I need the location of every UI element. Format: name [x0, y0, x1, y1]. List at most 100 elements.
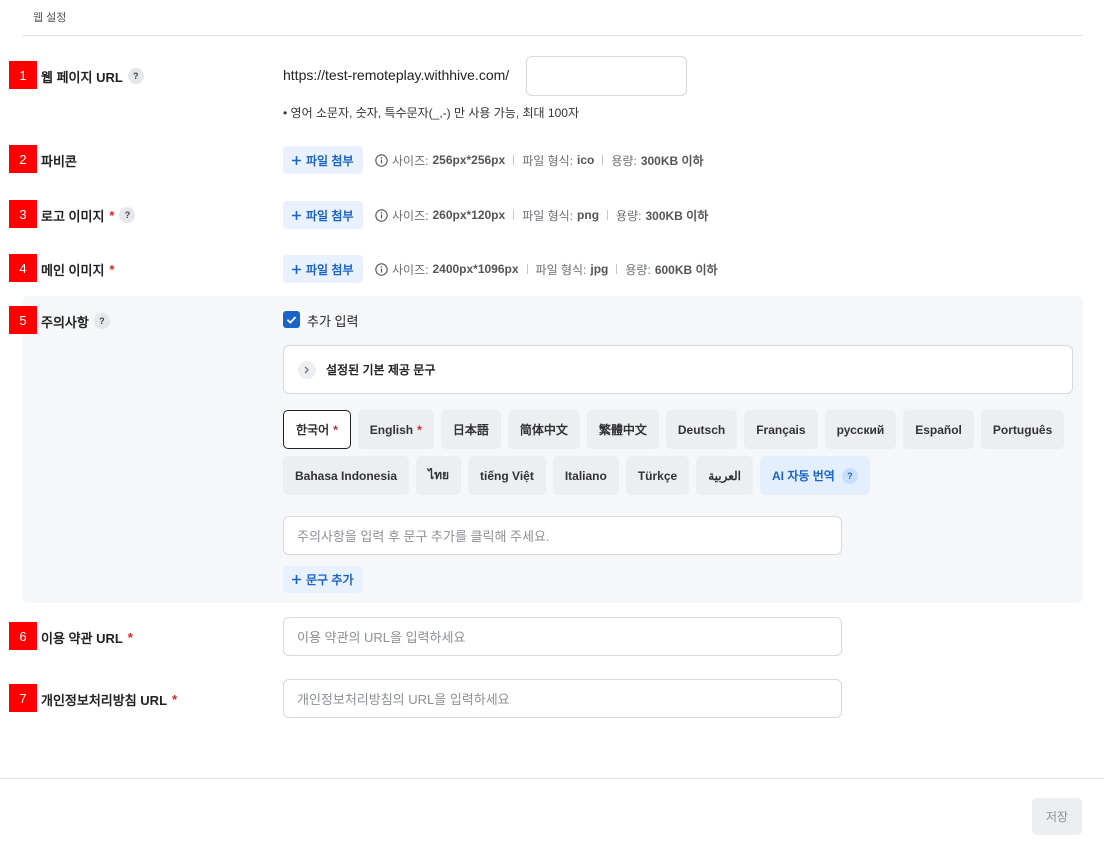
row-number: 2: [9, 145, 37, 173]
plus-icon: [292, 575, 301, 584]
button-text: 파일 첨부: [306, 262, 354, 277]
tab-label: Deutsch: [677, 422, 726, 437]
tab-label: العربية: [708, 468, 741, 483]
notice-input[interactable]: 주의사항을 입력 후 문구 추가를 클릭해 주세요.: [283, 516, 842, 555]
label-text: 주의사항: [41, 314, 89, 330]
language-tab[interactable]: Deutsch: [665, 410, 738, 449]
field-label: 주의사항?: [41, 307, 110, 335]
info-label: 용량:: [616, 208, 642, 223]
language-tab[interactable]: Bahasa Indonesia: [283, 456, 410, 495]
check-mark: [286, 316, 297, 324]
language-tab[interactable]: 日本語: [440, 410, 501, 449]
help-icon[interactable]: ?: [93, 313, 110, 329]
collapse-label: 설정된 기본 제공 문구: [326, 363, 436, 377]
info-icon: [375, 208, 388, 222]
ai-translate-tab[interactable]: AI 자동 번역?: [760, 456, 870, 495]
info-value: 256px*256px: [432, 153, 506, 167]
language-tab[interactable]: Français: [744, 410, 818, 449]
help-icon[interactable]: ?: [841, 467, 858, 484]
plus-icon: [292, 155, 301, 165]
field-label: 메인 이미지 *: [41, 255, 114, 283]
tab-label: 简体中文: [519, 423, 568, 437]
row-number: 1: [9, 61, 37, 89]
info-label: 사이즈:: [392, 208, 429, 223]
attach-button[interactable]: 파일 첨부: [283, 255, 363, 283]
field-label: 파비콘: [41, 146, 77, 174]
row-number: 7: [9, 684, 37, 712]
required-mark: *: [109, 261, 115, 277]
help-icon[interactable]: ?: [119, 207, 136, 223]
add-text-button[interactable]: 문구 추가: [283, 566, 363, 593]
label-text: 개인정보처리방침 URL: [41, 692, 168, 708]
separator: [616, 264, 618, 274]
language-tab[interactable]: Español: [903, 410, 974, 449]
url-input[interactable]: 이용 약관의 URL을 입력하세요: [283, 617, 842, 656]
language-tab[interactable]: 简体中文: [507, 410, 580, 449]
info-value: 260px*120px: [432, 208, 506, 222]
divider: [22, 35, 1083, 36]
info-label: 파일 형식:: [535, 262, 587, 277]
plus-icon: [292, 264, 301, 274]
info-value: 600KB 이하: [654, 262, 718, 277]
button-text: 문구 추가: [306, 573, 354, 587]
info-value: ico: [577, 153, 595, 167]
info-label: 파일 형식:: [522, 208, 574, 223]
info-label: 용량:: [611, 153, 637, 168]
info-value: 300KB 이하: [645, 208, 709, 223]
button-text: 파일 첨부: [306, 153, 354, 168]
language-tab[interactable]: Türkçe: [625, 456, 690, 495]
checkbox-label: 추가 입력: [307, 314, 359, 329]
language-tab[interactable]: tiếng Việt: [468, 456, 546, 495]
expand-icon: [298, 360, 316, 379]
label-text: 파비콘: [41, 153, 77, 169]
info-label: 파일 형식:: [522, 153, 574, 168]
tab-label: Français: [756, 422, 806, 437]
tab-label: Türkçe: [637, 468, 678, 483]
field-label: 로고 이미지 *?: [41, 201, 136, 229]
label-text: 이용 약관 URL: [41, 630, 123, 646]
separator: [602, 155, 604, 165]
save-button[interactable]: 저장: [1032, 798, 1082, 835]
collapse-panel[interactable]: 설정된 기본 제공 문구: [283, 345, 1073, 394]
language-tab[interactable]: 繁體中文: [586, 410, 659, 449]
language-tab[interactable]: ไทย: [416, 456, 462, 495]
button-text: 파일 첨부: [306, 208, 354, 223]
language-tab[interactable]: العربية: [696, 456, 753, 495]
hint: • 영어 소문자, 숫자, 특수문자(_,-) 만 사용 가능, 최대 100자: [283, 106, 579, 120]
checkbox[interactable]: [283, 311, 300, 328]
required-mark: *: [127, 629, 133, 645]
file-info: 사이즈: 2400px*1096px 파일 형식: jpg 용량: 600KB 이하: [375, 255, 718, 283]
required-mark: *: [417, 422, 422, 437]
language-tab[interactable]: English *: [357, 410, 434, 449]
language-tab[interactable]: Italiano: [552, 456, 619, 495]
tab-label: 繁體中文: [598, 423, 647, 437]
info-icon: [375, 153, 388, 167]
separator: [513, 210, 515, 220]
attach-button[interactable]: 파일 첨부: [283, 146, 363, 174]
language-tab[interactable]: русский: [824, 410, 897, 449]
page-title: 웹 설정: [33, 12, 67, 24]
file-info: 사이즈: 256px*256px 파일 형식: ico 용량: 300KB 이하: [375, 146, 704, 174]
required-mark: *: [109, 207, 115, 223]
required-mark: *: [333, 422, 338, 437]
attach-button[interactable]: 파일 첨부: [283, 201, 363, 229]
info-label: 사이즈:: [392, 153, 429, 168]
tab-label: 한국어: [296, 423, 330, 437]
url-input[interactable]: 개인정보처리방침의 URL을 입력하세요: [283, 679, 842, 718]
separator: [526, 264, 528, 274]
file-info: 사이즈: 260px*120px 파일 형식: png 용량: 300KB 이하: [375, 201, 708, 229]
help-icon[interactable]: ?: [127, 68, 144, 84]
language-tab[interactable]: Português: [980, 410, 1065, 449]
row-number: 6: [9, 622, 37, 650]
row-number: 5: [9, 306, 37, 334]
tab-label: English: [369, 422, 414, 437]
required-mark: *: [172, 691, 178, 707]
plus-icon: [292, 210, 301, 220]
tab-label: Português: [992, 422, 1053, 437]
tab-label: Bahasa Indonesia: [295, 468, 398, 483]
info-label: 용량:: [625, 262, 651, 277]
url-input[interactable]: [526, 56, 687, 96]
tab-label: ไทย: [428, 468, 450, 482]
language-tab[interactable]: 한국어 *: [283, 410, 351, 449]
info-value: png: [577, 208, 600, 222]
